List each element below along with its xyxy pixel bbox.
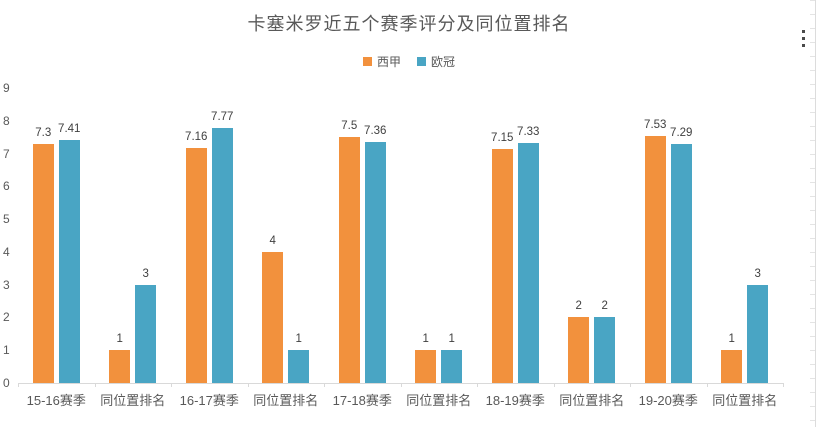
y-axis-tick-label: 8 (3, 113, 10, 128)
x-axis-tick (477, 383, 478, 387)
bar-西甲-1[interactable] (109, 350, 131, 383)
x-axis-tick (630, 383, 631, 387)
x-axis-category-label: 同位置排名 (100, 393, 166, 408)
x-axis-tick (783, 383, 784, 387)
legend-label: 西甲 (376, 55, 401, 69)
bar-data-label: 7.36 (364, 124, 387, 137)
bar-欧冠-9[interactable] (747, 284, 769, 383)
y-axis-tick-label: 7 (3, 146, 10, 161)
bar-data-label: 1 (448, 333, 455, 346)
x-axis-category-label: 19-20赛季 (638, 393, 698, 408)
x-axis-category-label: 同位置排名 (253, 393, 319, 408)
bar-data-label: 7.33 (517, 125, 540, 138)
y-axis-tick-label: 4 (3, 244, 10, 259)
x-axis-tick (324, 383, 325, 387)
bar-欧冠-5[interactable] (441, 350, 463, 383)
bar-data-label: 7.16 (185, 131, 208, 144)
bar-data-label: 2 (601, 300, 608, 313)
bar-欧冠-7[interactable] (594, 317, 616, 383)
bar-data-label: 7.77 (211, 111, 234, 124)
bar-西甲-3[interactable] (262, 251, 284, 383)
bar-data-label: 7.53 (644, 119, 667, 132)
y-axis-tick-label: 9 (3, 81, 10, 95)
bar-data-label: 7.15 (491, 131, 514, 144)
spreadsheet-row-gridline-stubs (810, 0, 815, 427)
bar-data-label: 7.5 (341, 120, 358, 133)
bar-欧冠-2[interactable] (211, 128, 233, 383)
x-axis-category-label: 同位置排名 (559, 393, 625, 408)
bar-西甲-6[interactable] (491, 148, 513, 383)
bar-data-label: 7.29 (670, 127, 693, 140)
x-axis-tick (400, 383, 402, 387)
bar-西甲-9[interactable] (721, 350, 743, 383)
bar-欧冠-6[interactable] (517, 142, 539, 383)
bar-西甲-5[interactable] (415, 350, 437, 383)
x-axis-tick (94, 383, 96, 387)
x-axis-category-label: 18-19赛季 (485, 393, 545, 408)
x-axis-tick (247, 383, 249, 387)
legend-swatch-icon (417, 57, 426, 66)
y-axis-tick-label: 6 (3, 179, 10, 194)
bar-data-label: 4 (269, 234, 276, 247)
x-axis-tick (553, 383, 555, 387)
x-axis-category-label: 16-17赛季 (179, 393, 239, 408)
bar-data-label: 3 (754, 267, 761, 280)
chart-title: 卡塞米罗近五个赛季评分及同位置排名 (247, 14, 571, 34)
bar-欧冠-3[interactable] (288, 350, 310, 383)
bar-data-label: 1 (116, 333, 123, 346)
bar-西甲-8[interactable] (644, 136, 666, 383)
y-axis-tick-label: 1 (3, 343, 10, 358)
x-axis-category-label: 15-16赛季 (26, 393, 86, 408)
x-axis-category-label: 同位置排名 (406, 393, 472, 408)
bar-data-label: 7.41 (58, 123, 81, 136)
x-axis-category-label: 17-18赛季 (332, 393, 392, 408)
legend-label: 欧冠 (431, 55, 456, 69)
legend-item-1[interactable]: 欧冠 (417, 53, 455, 70)
bar-data-label: 1 (422, 333, 429, 346)
chart-legend: 西甲 欧冠 (0, 53, 818, 70)
bar-欧冠-4[interactable] (364, 141, 386, 383)
x-axis-tick (18, 383, 19, 387)
bar-西甲-7[interactable] (568, 317, 590, 383)
y-axis-tick-label: 0 (3, 376, 10, 390)
legend-swatch-icon (362, 57, 372, 66)
spreadsheet-column-gridline (815, 0, 816, 427)
x-axis-tick (171, 383, 172, 387)
bar-data-label: 2 (575, 300, 582, 313)
bar-欧冠-0[interactable] (58, 140, 80, 383)
y-axis-tick-label: 3 (3, 277, 10, 292)
bar-西甲-2[interactable] (185, 148, 207, 383)
bar-data-label: 3 (142, 267, 149, 280)
bar-data-label: 1 (295, 333, 302, 346)
legend-item-0[interactable]: 西甲 (362, 53, 401, 70)
bar-欧冠-1[interactable] (135, 284, 157, 383)
bar-西甲-0[interactable] (32, 143, 54, 383)
bar-data-label: 7.3 (35, 126, 52, 139)
bar-欧冠-8[interactable] (670, 144, 692, 383)
x-axis-category-label: 同位置排名 (712, 393, 778, 408)
y-axis-tick-label: 2 (3, 310, 10, 325)
bar-西甲-4[interactable] (338, 137, 360, 383)
x-axis-tick (706, 383, 708, 387)
bar-data-label: 1 (728, 333, 735, 346)
right-edge-marker-dots (802, 30, 805, 47)
y-axis-tick-label: 5 (3, 212, 10, 227)
